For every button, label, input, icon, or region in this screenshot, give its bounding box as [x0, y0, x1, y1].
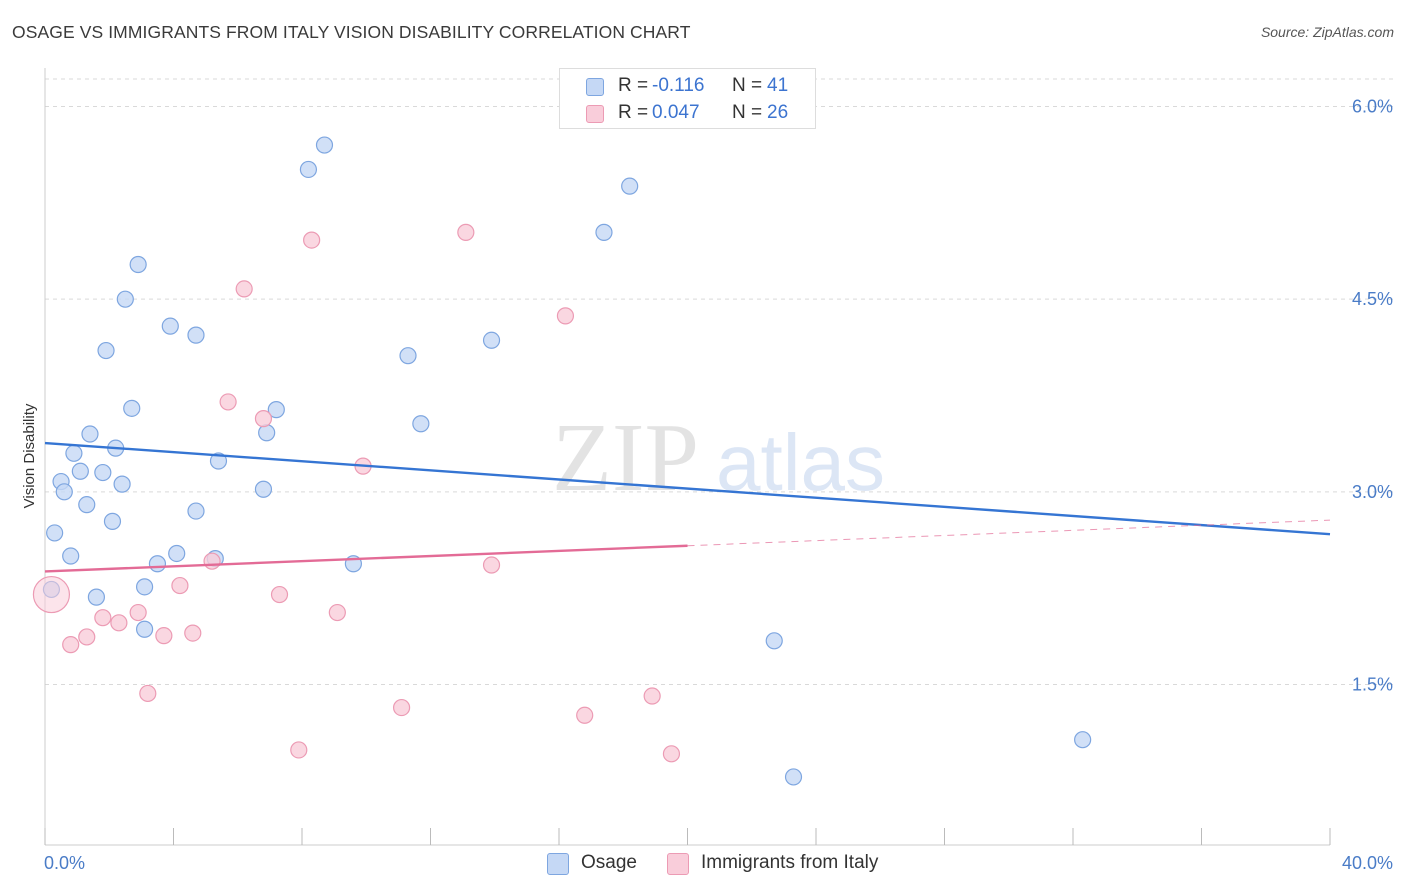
legend-n-label: N = [732, 102, 763, 123]
italy-point [392, 698, 411, 717]
y-axis-label: Vision Disability [21, 403, 38, 508]
italy-point [482, 556, 501, 574]
watermark: ZIP atlas [552, 404, 885, 512]
legend-n-label: N = [732, 75, 763, 96]
italy-point [184, 624, 202, 642]
x-tick-label: 0.0% [44, 853, 85, 873]
osage-point [97, 341, 115, 360]
osage-point [168, 544, 186, 563]
watermark-atlas: atlas [716, 418, 885, 507]
osage-point [595, 223, 613, 241]
italy-point [556, 307, 575, 325]
osage-point [94, 463, 112, 482]
osage-point [399, 347, 417, 365]
italy-point [203, 552, 221, 570]
osage-point [81, 425, 99, 443]
legend-r-label: R = [618, 102, 649, 123]
osage-point [161, 317, 179, 335]
osage-point [116, 290, 134, 308]
y-tick-label: 4.5% [1352, 289, 1393, 309]
osage-point [71, 462, 89, 480]
data-points [32, 136, 1092, 786]
legend-r-value-italy: 0.047 [652, 102, 700, 123]
italy-point [303, 231, 321, 249]
y-tick-label: 3.0% [1352, 482, 1393, 502]
x-tick-label: 40.0% [1342, 853, 1393, 873]
osage-point [62, 547, 80, 565]
legend-box: R = -0.116 N = 41 R = 0.047 N = 26 [559, 68, 816, 129]
osage-point [135, 578, 154, 596]
osage-point [113, 475, 131, 493]
osage-point [315, 136, 334, 154]
osage-point [254, 480, 273, 498]
italy-point [290, 741, 308, 759]
italy-point [576, 706, 594, 724]
italy-point [662, 745, 681, 763]
osage-point [135, 620, 154, 638]
italy-trend-line [44, 544, 688, 573]
osage-point [267, 401, 285, 419]
bottom-legend-swatch-osage [547, 853, 569, 875]
osage-point [129, 255, 147, 274]
italy-point [270, 585, 289, 604]
x-ticks: 0.0% 40.0% [44, 828, 1393, 873]
legend-n-value-osage: 41 [767, 75, 789, 96]
osage-point [187, 326, 205, 344]
osage-point [103, 512, 122, 530]
osage-point [46, 524, 64, 542]
italy-trend-line-extension [687, 519, 1331, 547]
chart-title: OSAGE VS IMMIGRANTS FROM ITALY VISION DI… [12, 22, 691, 42]
grid-lines [45, 78, 1393, 685]
osage-trend-line [44, 441, 1331, 536]
source-credit: Source: ZipAtlas.com [1260, 24, 1394, 40]
italy-point [643, 687, 661, 705]
bottom-legend-label-osage: Osage [581, 852, 637, 873]
osage-point [65, 444, 83, 462]
y-tick-label: 1.5% [1352, 674, 1393, 694]
trend-lines [44, 441, 1331, 573]
osage-point [187, 502, 205, 520]
osage-point [621, 177, 639, 195]
osage-point [765, 632, 783, 650]
italy-point [110, 614, 128, 632]
watermark-zip: ZIP [552, 404, 699, 512]
osage-point [258, 424, 276, 442]
legend-r-value-osage: -0.116 [652, 75, 705, 96]
y-tick-label: 6.0% [1352, 97, 1393, 117]
osage-point [78, 496, 96, 514]
osage-point [482, 331, 501, 349]
y-tick-labels: 1.5% 3.0% 4.5% 6.0% [1352, 97, 1393, 695]
italy-point [219, 393, 237, 411]
osage-point [55, 483, 73, 501]
italy-point [171, 576, 189, 595]
italy-point [78, 628, 96, 646]
italy-point [457, 223, 475, 241]
bottom-legend-label-italy: Immigrants from Italy [701, 852, 879, 873]
osage-point [209, 452, 228, 470]
bottom-legend-swatch-italy [667, 853, 689, 875]
italy-point [155, 627, 173, 645]
osage-point [412, 415, 430, 433]
italy-point [129, 603, 147, 622]
italy-point [328, 603, 346, 622]
italy-point [32, 575, 71, 614]
italy-point [139, 684, 157, 703]
italy-point [254, 410, 273, 428]
osage-point [87, 588, 106, 606]
legend-n-value-italy: 26 [767, 102, 789, 123]
legend-swatch-italy [586, 105, 604, 123]
legend-swatch-osage [586, 78, 604, 96]
osage-point [148, 555, 167, 573]
legend-r-label: R = [618, 75, 649, 96]
italy-point [235, 280, 253, 298]
osage-point [123, 399, 141, 417]
osage-point [784, 768, 803, 786]
italy-point [62, 636, 80, 654]
osage-point [299, 160, 318, 179]
osage-point [1074, 731, 1092, 749]
italy-point [94, 609, 112, 627]
